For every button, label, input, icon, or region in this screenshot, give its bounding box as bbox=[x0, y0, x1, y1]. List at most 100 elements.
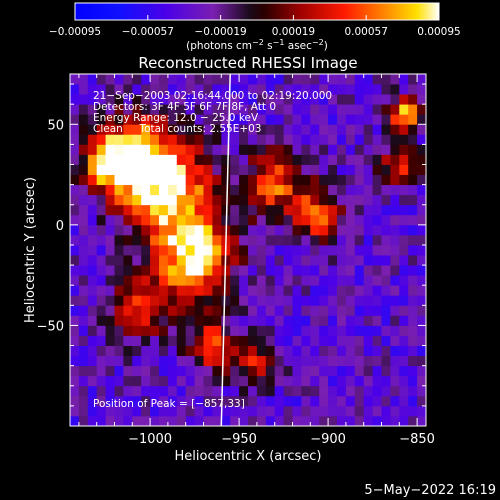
heatmap-cell bbox=[185, 285, 195, 296]
heatmap-cell bbox=[150, 265, 160, 276]
heatmap-cell bbox=[203, 275, 213, 286]
heatmap-cell bbox=[176, 335, 187, 346]
heatmap-cell bbox=[372, 134, 382, 145]
heatmap-cell bbox=[345, 214, 356, 226]
heatmap-cell bbox=[408, 285, 418, 296]
heatmap-cell bbox=[399, 194, 409, 206]
heatmap-cell bbox=[283, 335, 293, 346]
heatmap-cell bbox=[381, 114, 391, 125]
heatmap-cell bbox=[265, 405, 276, 417]
heatmap-cell bbox=[141, 214, 151, 226]
heatmap-cell bbox=[105, 134, 115, 145]
heatmap-cell bbox=[292, 295, 302, 306]
heatmap-cell bbox=[150, 275, 160, 286]
heatmap-cell bbox=[328, 224, 338, 236]
heatmap-cell bbox=[105, 415, 115, 426]
heatmap-cell bbox=[105, 275, 115, 286]
heatmap-cell bbox=[96, 224, 106, 236]
heatmap-cell bbox=[123, 335, 133, 346]
heatmap-cell bbox=[87, 345, 98, 356]
heatmap-cell bbox=[87, 355, 98, 367]
heatmap-cell bbox=[239, 345, 249, 356]
heatmap-cell bbox=[212, 345, 222, 356]
heatmap-cell bbox=[310, 164, 320, 175]
heatmap-cell bbox=[150, 144, 160, 155]
heatmap-cell bbox=[203, 84, 213, 95]
heatmap-cell bbox=[399, 114, 409, 125]
heatmap-cell bbox=[150, 355, 160, 367]
heatmap-cell bbox=[301, 335, 311, 346]
heatmap-cell bbox=[96, 164, 106, 175]
heatmap-cell bbox=[221, 315, 231, 326]
heatmap-cell bbox=[70, 345, 80, 356]
heatmap-cell bbox=[96, 114, 106, 125]
heatmap-cell bbox=[185, 244, 195, 256]
heatmap-cell bbox=[381, 164, 391, 175]
heatmap-cell bbox=[212, 134, 222, 145]
heatmap-cell bbox=[114, 234, 124, 246]
heatmap-cell bbox=[150, 244, 160, 256]
heatmap-cell bbox=[372, 375, 382, 387]
heatmap-cell bbox=[150, 345, 160, 356]
heatmap-cell bbox=[372, 164, 382, 175]
heatmap-cell bbox=[185, 325, 195, 336]
heatmap-cell bbox=[319, 204, 329, 216]
heatmap-cell bbox=[292, 325, 302, 336]
heatmap-cell bbox=[132, 84, 142, 95]
heatmap-cell bbox=[354, 345, 365, 356]
heatmap-cell bbox=[87, 144, 98, 155]
heatmap-cell bbox=[159, 325, 169, 336]
heatmap-cell bbox=[167, 375, 178, 387]
heatmap-cell bbox=[301, 74, 311, 85]
heatmap-cell bbox=[390, 234, 400, 246]
heatmap-cell bbox=[345, 335, 356, 346]
heatmap-cell bbox=[399, 214, 409, 226]
heatmap-cell bbox=[319, 285, 329, 296]
heatmap-cell bbox=[212, 144, 222, 155]
heatmap-cell bbox=[123, 164, 133, 175]
heatmap-cell bbox=[239, 244, 249, 256]
heatmap-cell bbox=[345, 134, 356, 145]
heatmap-cell bbox=[265, 164, 276, 175]
heatmap-cell bbox=[203, 164, 213, 175]
colorbar: −0.00095 −0.00057 −0.00019 0.00019 0.00057 0.… bbox=[49, 2, 461, 52]
heatmap-cell bbox=[292, 285, 302, 296]
heatmap-cell bbox=[345, 325, 356, 336]
heatmap-cell bbox=[292, 144, 302, 155]
heatmap-cell bbox=[230, 395, 240, 407]
heatmap-cell bbox=[176, 285, 187, 296]
heatmap-cell bbox=[390, 224, 400, 236]
heatmap-cell bbox=[310, 244, 320, 256]
colorbar-tick-label: −0.00019 bbox=[194, 26, 246, 38]
heatmap-cell bbox=[123, 104, 133, 115]
heatmap-cell bbox=[230, 74, 240, 85]
heatmap-cell bbox=[372, 224, 382, 236]
heatmap-cell bbox=[230, 114, 240, 125]
heatmap-cell bbox=[167, 224, 178, 236]
heatmap-cell bbox=[194, 365, 204, 377]
heatmap-cell bbox=[345, 275, 356, 286]
heatmap-cell bbox=[105, 94, 115, 105]
heatmap-cell bbox=[230, 315, 240, 326]
heatmap-cell bbox=[274, 305, 284, 316]
heatmap-cell bbox=[159, 355, 169, 367]
heatmap-cell bbox=[256, 395, 267, 407]
heatmap-cell bbox=[70, 385, 80, 397]
heatmap-cell bbox=[78, 285, 89, 296]
heatmap-cell bbox=[132, 325, 142, 336]
heatmap-cell bbox=[381, 224, 391, 236]
heatmap-cell bbox=[96, 84, 106, 95]
heatmap-cell bbox=[87, 415, 98, 426]
heatmap-cell bbox=[363, 355, 373, 367]
heatmap-cell bbox=[230, 255, 240, 266]
heatmap-cell bbox=[239, 395, 249, 407]
heatmap-cell bbox=[381, 415, 391, 426]
heatmap-cell bbox=[141, 174, 151, 186]
heatmap-cell bbox=[221, 144, 231, 155]
heatmap-cell bbox=[203, 154, 213, 165]
heatmap-cell bbox=[417, 275, 426, 286]
heatmap-cell bbox=[78, 405, 89, 417]
heatmap-cell bbox=[176, 415, 187, 426]
heatmap-cell bbox=[345, 144, 356, 155]
heatmap-cell bbox=[167, 204, 178, 216]
